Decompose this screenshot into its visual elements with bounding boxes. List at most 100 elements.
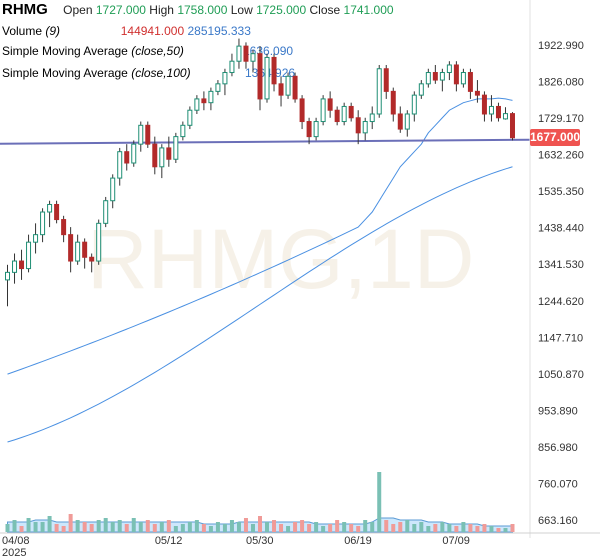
volume-bar <box>110 522 115 532</box>
volume-bar <box>370 522 375 532</box>
candle <box>474 80 480 103</box>
candle-body <box>82 241 88 258</box>
candle <box>355 110 361 145</box>
candle-body <box>33 234 39 243</box>
candle <box>89 253 95 273</box>
candle-body <box>313 121 319 138</box>
candle-body <box>285 75 291 96</box>
volume-bar <box>454 526 459 532</box>
candle-body <box>208 90 214 104</box>
sma100-label: Simple Moving Average <box>2 66 128 80</box>
volume-bar <box>117 520 122 532</box>
volume-bar <box>272 520 277 532</box>
volume-bar <box>68 514 73 532</box>
candle-body <box>376 68 382 115</box>
price-tick-label: 1826.080 <box>538 77 584 89</box>
candle-body <box>68 234 74 262</box>
volume-bar <box>47 516 52 532</box>
volume-bar <box>440 522 445 532</box>
volume-bar <box>496 528 501 532</box>
candle-body <box>110 177 116 202</box>
volume-bar <box>503 528 508 532</box>
low-label: Low <box>230 3 253 17</box>
candle <box>390 87 396 122</box>
volume-bar <box>236 522 241 532</box>
price-axis[interactable]: 1922.990 1826.080 1729.170 1632.260 1535.350… <box>529 0 584 538</box>
volume-bar <box>173 526 178 532</box>
candle <box>222 68 228 96</box>
candle-body <box>271 56 277 85</box>
volume-bar <box>250 524 255 532</box>
candle-body <box>222 72 228 85</box>
price-tick-label: 953.890 <box>538 405 578 417</box>
candle <box>453 61 459 92</box>
volume-bar <box>103 518 108 532</box>
candle-body <box>362 121 368 134</box>
candle-body <box>278 83 284 96</box>
candle-body <box>145 124 151 145</box>
price-tick-label: 1438.440 <box>538 223 584 235</box>
sma100-param: (close,100) <box>131 66 191 80</box>
candle <box>432 64 438 84</box>
candle-body <box>47 203 53 213</box>
price-tick-label: 1729.170 <box>538 113 584 125</box>
price-tick-label: 1535.350 <box>538 186 584 198</box>
candle-body <box>397 113 403 130</box>
candle-body <box>488 105 494 115</box>
volume-bar <box>258 516 262 532</box>
volume-bar <box>377 472 382 532</box>
candle <box>271 53 277 92</box>
volume-ma-value: 285195.333 <box>187 24 251 38</box>
candle-body <box>124 151 130 164</box>
sma100-legend[interactable]: Simple Moving Average (close,100) <box>2 66 191 80</box>
volume-bar <box>356 526 361 532</box>
volume-bar <box>138 522 143 532</box>
candle-body <box>187 109 193 126</box>
candle <box>194 95 200 114</box>
candle <box>411 91 417 122</box>
horizontal-line[interactable] <box>0 138 531 145</box>
moving-averages <box>7 97 513 443</box>
candle <box>166 136 172 167</box>
volume-bar <box>426 526 431 532</box>
candle-body <box>54 203 60 221</box>
candle-body <box>425 72 431 85</box>
volume-bar <box>54 524 59 532</box>
high-value: 1758.000 <box>177 3 228 17</box>
candle-body <box>138 124 144 145</box>
open-value: 1727.000 <box>95 3 146 17</box>
candle <box>138 121 144 152</box>
price-tick-label: 1341.530 <box>538 259 584 271</box>
sma50-value: 1636.090 <box>243 44 294 58</box>
volume-bar <box>243 518 248 532</box>
horizontal-line[interactable] <box>0 138 531 145</box>
candle-body <box>117 151 123 179</box>
sma50-legend[interactable]: Simple Moving Average (close,50) <box>2 44 184 58</box>
candle-body <box>166 147 172 160</box>
candle-body <box>383 68 389 92</box>
volume-bar <box>328 524 333 532</box>
candle-body <box>446 64 452 74</box>
candle <box>180 121 186 141</box>
candle-body <box>159 147 165 168</box>
candle <box>320 95 326 126</box>
candles <box>5 38 515 307</box>
time-tick-label: 05/30 <box>246 535 274 547</box>
symbol-label[interactable]: RHMG <box>2 1 48 18</box>
volume-bar <box>391 524 396 532</box>
candle <box>110 174 116 209</box>
candle <box>117 147 123 186</box>
volume-legend[interactable]: Volume (9) 144941.000 285195.333 <box>2 24 251 38</box>
candle-body <box>75 241 81 262</box>
candle <box>362 117 368 141</box>
candle <box>201 91 207 111</box>
volume-bar <box>201 524 206 532</box>
price-tick-label: 1050.870 <box>538 369 584 381</box>
candle <box>152 136 158 175</box>
volume-bar <box>405 520 410 532</box>
candle-body <box>257 53 263 100</box>
volume-bar <box>384 520 389 532</box>
candle-body <box>292 75 298 100</box>
